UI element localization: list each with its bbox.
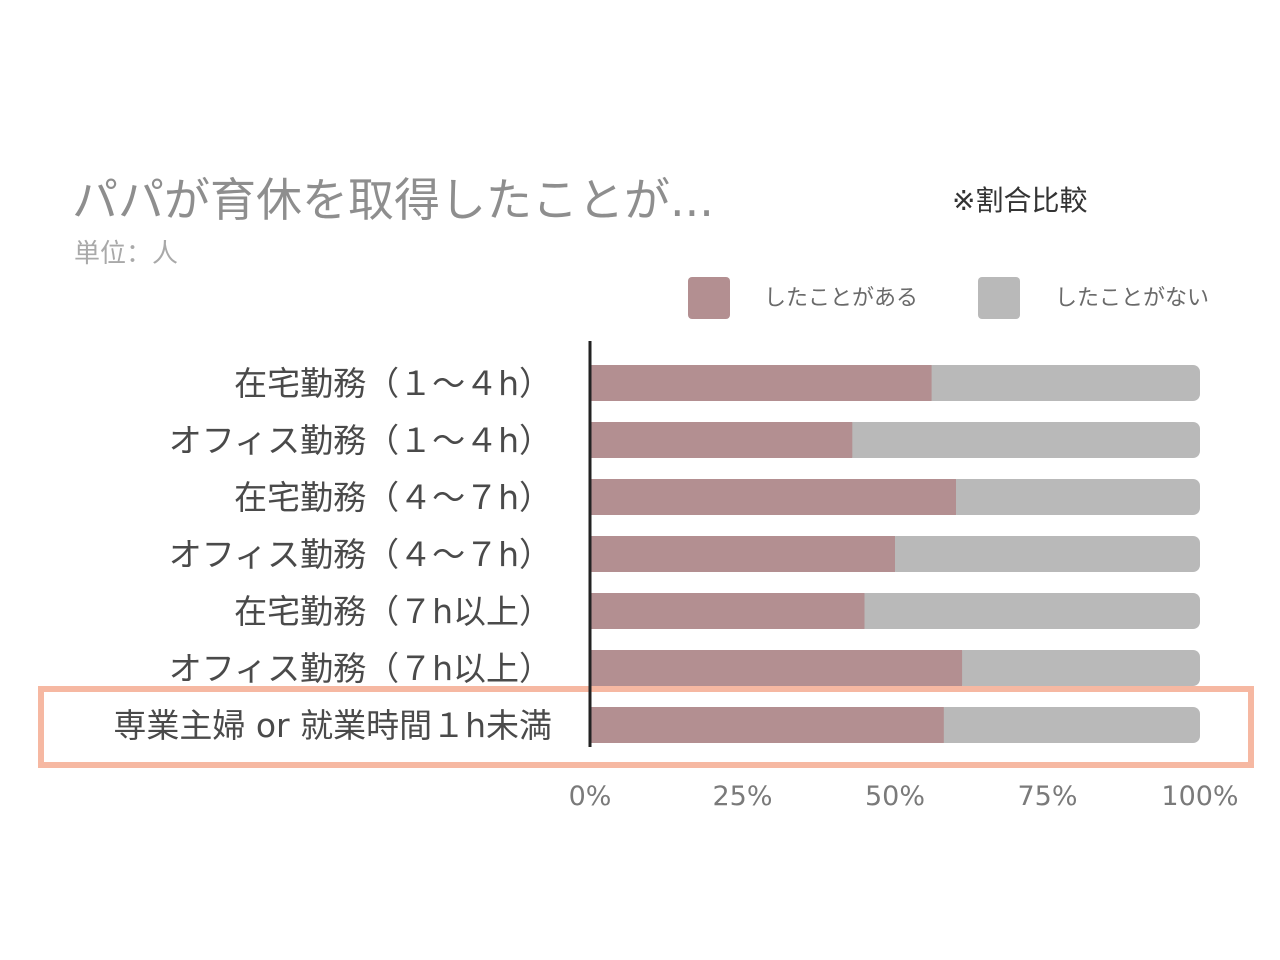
highlight-box bbox=[38, 686, 1254, 768]
bar-not-4 bbox=[858, 593, 1200, 629]
legend: したことがある したことがない bbox=[688, 277, 1209, 319]
chart-title: パパが育休を取得したことが... bbox=[72, 173, 714, 227]
bar-not-1 bbox=[846, 422, 1200, 458]
x-tick-label-4: 100% bbox=[1161, 781, 1238, 812]
bar-not-5 bbox=[956, 650, 1200, 686]
bar-not-3 bbox=[889, 536, 1200, 572]
bar-had-1 bbox=[590, 422, 853, 458]
bar-had-4 bbox=[590, 593, 865, 629]
category-label-6: 専業主婦 or 就業時間１h未満 bbox=[113, 706, 552, 745]
category-label-5: オフィス勤務（７h以上） bbox=[169, 649, 552, 688]
category-label-2: 在宅勤務（４～７h） bbox=[234, 478, 552, 517]
legend-swatch-not bbox=[978, 277, 1020, 319]
bar-had-2 bbox=[590, 479, 956, 515]
x-tick-label-0: 0% bbox=[569, 781, 612, 812]
bar-had-0 bbox=[590, 365, 932, 401]
x-tick-label-3: 75% bbox=[1017, 781, 1077, 812]
bar-had-3 bbox=[590, 536, 895, 572]
legend-label-not: したことがない bbox=[1055, 286, 1209, 311]
legend-swatch-had bbox=[688, 277, 730, 319]
bar-had-6 bbox=[590, 707, 944, 743]
category-labels: 在宅勤務（１～４h） オフィス勤務（１～４h） 在宅勤務（４～７h） オフィス勤務（４… bbox=[113, 364, 552, 745]
category-label-3: オフィス勤務（４～７h） bbox=[169, 535, 552, 574]
legend-label-had: したことがある bbox=[764, 286, 918, 311]
category-label-4: 在宅勤務（７h以上） bbox=[234, 592, 552, 631]
bar-had-5 bbox=[590, 650, 963, 686]
category-label-0: 在宅勤務（１～４h） bbox=[234, 364, 552, 403]
category-label-1: オフィス勤務（１～４h） bbox=[169, 421, 552, 460]
ratio-note: ※割合比較 bbox=[952, 184, 1087, 217]
unit-label: 単位：人 bbox=[74, 239, 178, 269]
x-tick-label-1: 25% bbox=[712, 781, 772, 812]
bar-not-6 bbox=[937, 707, 1200, 743]
x-axis-ticks: 0% 25% 50% 75% 100% bbox=[569, 781, 1239, 812]
bars bbox=[590, 365, 1200, 743]
bar-not-0 bbox=[925, 365, 1200, 401]
bar-not-2 bbox=[950, 479, 1200, 515]
x-tick-label-2: 50% bbox=[865, 781, 925, 812]
